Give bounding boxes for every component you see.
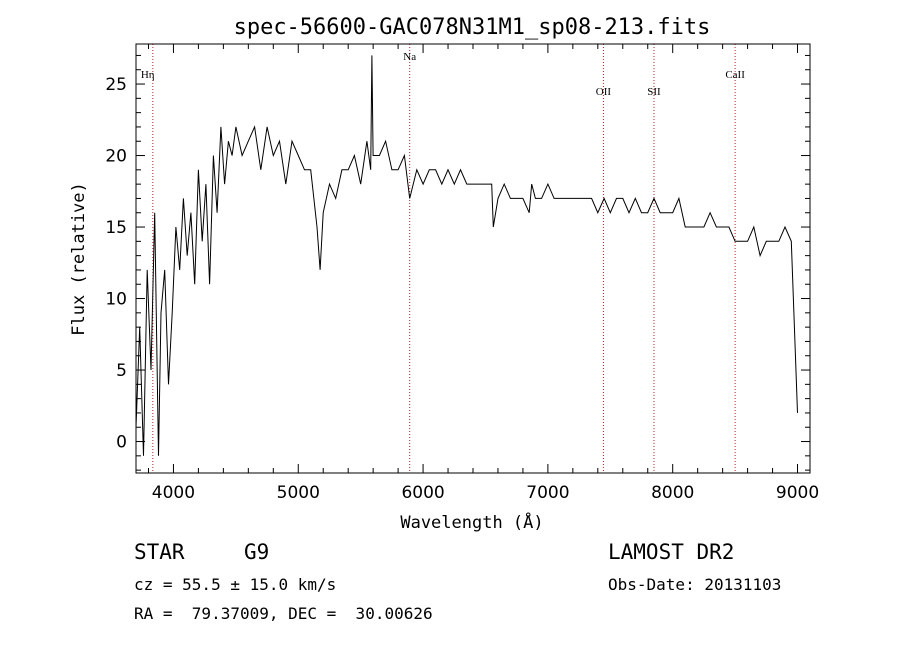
spectral-line-label: OII xyxy=(596,86,612,98)
y-tick-label: 5 xyxy=(116,361,127,381)
y-tick-label: 15 xyxy=(105,218,127,238)
x-tick-label: 6000 xyxy=(401,483,444,503)
spectral-line-markers: Hη Na OII SII CaII xyxy=(141,44,745,473)
y-tick-label: 25 xyxy=(105,75,127,95)
spectral-line-label: Hη xyxy=(141,69,155,81)
spectral-subclass: G9 xyxy=(244,540,270,564)
spectrum-series xyxy=(135,55,798,456)
plot-frame xyxy=(135,43,811,474)
x-tick-label: 5000 xyxy=(277,483,320,503)
y-axis-ticks: 0 5 10 15 20 25 xyxy=(105,54,810,471)
survey-name: LAMOST DR2 xyxy=(608,540,735,564)
spectral-line-label: SII xyxy=(647,86,661,98)
x-tick-label: 8000 xyxy=(651,483,694,503)
object-class: STAR xyxy=(134,540,185,564)
x-tick-label: 9000 xyxy=(776,483,819,503)
x-axis-ticks: 4000 5000 6000 7000 8000 9000 xyxy=(147,44,819,503)
sky-coordinates: RA = 79.37009, DEC = 30.00626 xyxy=(134,604,433,623)
observation-date: Obs-Date: 20131103 xyxy=(608,575,782,594)
y-tick-label: 10 xyxy=(105,290,127,310)
spectrum-line xyxy=(135,55,798,456)
y-tick-label: 0 xyxy=(116,433,127,453)
chart-title: spec-56600-GAC078N31M1_sp08-213.fits xyxy=(234,15,711,40)
spectral-line-label: CaII xyxy=(725,69,745,81)
y-axis-label: Flux (relative) xyxy=(69,182,89,336)
x-axis-label: Wavelength (Å) xyxy=(400,511,543,533)
spectral-line-label: Na xyxy=(403,51,416,63)
redshift-velocity: cz = 55.5 ± 15.0 km/s xyxy=(134,575,337,594)
x-tick-label: 7000 xyxy=(526,483,569,503)
x-tick-label: 4000 xyxy=(152,483,195,503)
y-tick-label: 20 xyxy=(105,147,127,167)
